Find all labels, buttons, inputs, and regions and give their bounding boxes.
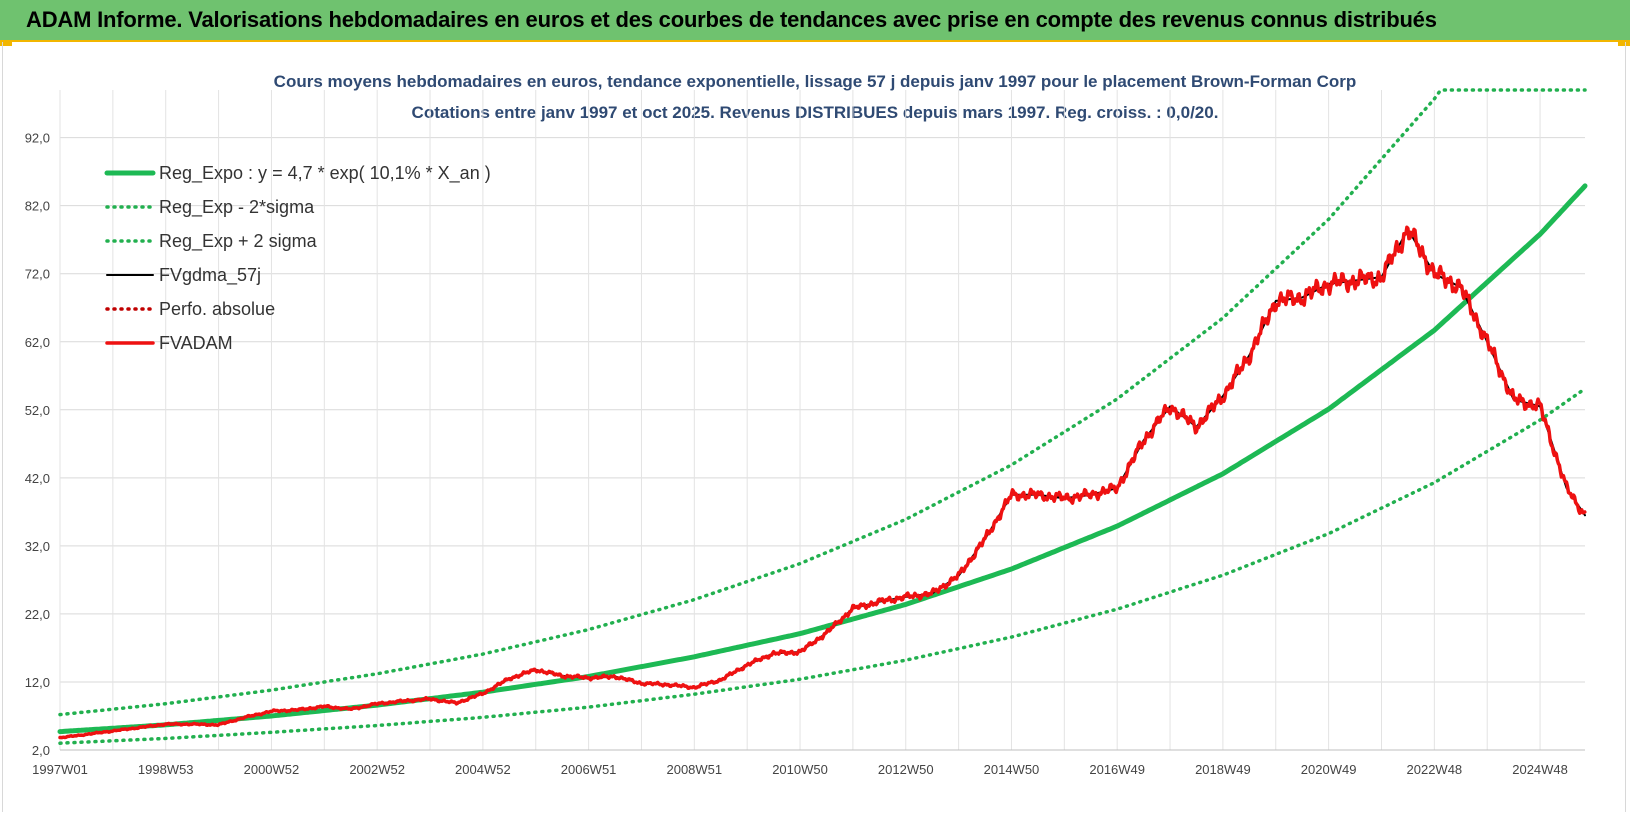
legend-label: FVADAM (159, 333, 233, 353)
legend-label: Reg_Expo : y = 4,7 * exp( 10,1% * X_an ) (159, 163, 491, 184)
y-tick-label: 72,0 (25, 267, 50, 282)
legend-label: Perfo. absolue (159, 299, 275, 319)
legend-label: FVgdma_57j (159, 265, 261, 286)
legend: Reg_Expo : y = 4,7 * exp( 10,1% * X_an )… (104, 163, 491, 353)
x-tick-label: 2002W52 (349, 762, 405, 777)
x-tick-label: 2020W49 (1301, 762, 1357, 777)
chart-subtitle: Cotations entre janv 1997 et oct 2025. R… (412, 103, 1219, 122)
x-tick-label: 2000W52 (244, 762, 300, 777)
x-tick-label: 1998W53 (138, 762, 194, 777)
x-tick-label: 2006W51 (561, 762, 617, 777)
corner-accent-left (0, 40, 12, 46)
plot-area (57, 88, 1588, 745)
chart-frame (2, 42, 1626, 812)
x-tick-label: 2012W50 (878, 762, 934, 777)
x-tick-label: 2024W48 (1512, 762, 1568, 777)
corner-accent-right (1618, 40, 1630, 46)
legend-label: Reg_Exp + 2 sigma (159, 231, 318, 252)
x-tick-label: 1997W01 (32, 762, 88, 777)
y-tick-label: 2,0 (32, 743, 50, 758)
y-tick-label: 12,0 (25, 675, 50, 690)
y-tick-label: 82,0 (25, 199, 50, 214)
series-line-0 (57, 183, 1588, 735)
y-tick-label: 92,0 (25, 131, 50, 146)
series-line-1 (58, 386, 1587, 745)
y-tick-label: 52,0 (25, 403, 50, 418)
series-line-3 (59, 228, 1586, 739)
chart-title: Cours moyens hebdomadaires en euros, ten… (274, 72, 1357, 91)
x-tick-label: 2014W50 (984, 762, 1040, 777)
series-line-5 (58, 225, 1587, 740)
x-tick-label: 2008W51 (666, 762, 722, 777)
x-tick-label: 2010W50 (772, 762, 828, 777)
y-tick-label: 62,0 (25, 335, 50, 350)
x-tick-label: 2018W49 (1195, 762, 1251, 777)
report-title: ADAM Informe. Valorisations hebdomadaire… (26, 7, 1437, 32)
x-tick-label: 2022W48 (1407, 762, 1463, 777)
x-axis-ticks: 1997W01 1998W53 2000W52 2002W52 2004W52 2006W… (32, 762, 1568, 777)
y-axis-ticks: 2,0 12,0 22,0 32,0 42,0 52,0 62,0 72,0 82,0 92,0 (25, 131, 50, 758)
legend-label: Reg_Exp - 2*sigma (159, 197, 315, 218)
x-tick-label: 2004W52 (455, 762, 511, 777)
series-line-2 (58, 88, 1587, 717)
y-tick-label: 32,0 (25, 539, 50, 554)
x-tick-label: 2016W49 (1089, 762, 1145, 777)
y-tick-label: 22,0 (25, 607, 50, 622)
y-tick-label: 42,0 (25, 471, 50, 486)
report-banner: ADAM Informe. Valorisations hebdomadaire… (0, 0, 1630, 42)
